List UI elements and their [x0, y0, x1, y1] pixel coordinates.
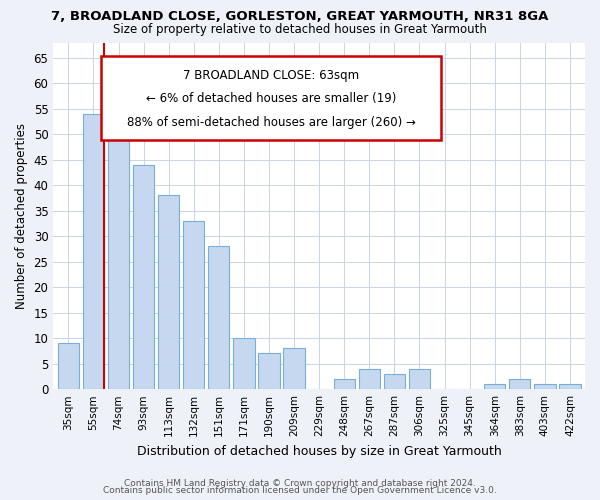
Text: 88% of semi-detached houses are larger (260) →: 88% of semi-detached houses are larger (…: [127, 116, 416, 129]
Bar: [259, 354, 280, 389]
Text: 7 BROADLAND CLOSE: 63sqm: 7 BROADLAND CLOSE: 63sqm: [183, 68, 359, 82]
Bar: [83, 114, 104, 389]
Bar: [559, 384, 581, 389]
FancyBboxPatch shape: [101, 56, 442, 140]
Text: 7, BROADLAND CLOSE, GORLESTON, GREAT YARMOUTH, NR31 8GA: 7, BROADLAND CLOSE, GORLESTON, GREAT YAR…: [52, 10, 548, 23]
Bar: [233, 338, 254, 389]
Y-axis label: Number of detached properties: Number of detached properties: [15, 123, 28, 309]
Bar: [409, 369, 430, 389]
Bar: [484, 384, 505, 389]
Bar: [384, 374, 405, 389]
Bar: [509, 379, 530, 389]
X-axis label: Distribution of detached houses by size in Great Yarmouth: Distribution of detached houses by size …: [137, 444, 502, 458]
Bar: [283, 348, 305, 389]
Bar: [359, 369, 380, 389]
Bar: [108, 140, 129, 389]
Text: ← 6% of detached houses are smaller (19): ← 6% of detached houses are smaller (19): [146, 92, 397, 106]
Text: Contains HM Land Registry data © Crown copyright and database right 2024.: Contains HM Land Registry data © Crown c…: [124, 478, 476, 488]
Bar: [183, 221, 205, 389]
Bar: [334, 379, 355, 389]
Bar: [133, 165, 154, 389]
Bar: [534, 384, 556, 389]
Bar: [158, 196, 179, 389]
Text: Size of property relative to detached houses in Great Yarmouth: Size of property relative to detached ho…: [113, 22, 487, 36]
Bar: [58, 344, 79, 389]
Bar: [208, 246, 229, 389]
Text: Contains public sector information licensed under the Open Government Licence v3: Contains public sector information licen…: [103, 486, 497, 495]
